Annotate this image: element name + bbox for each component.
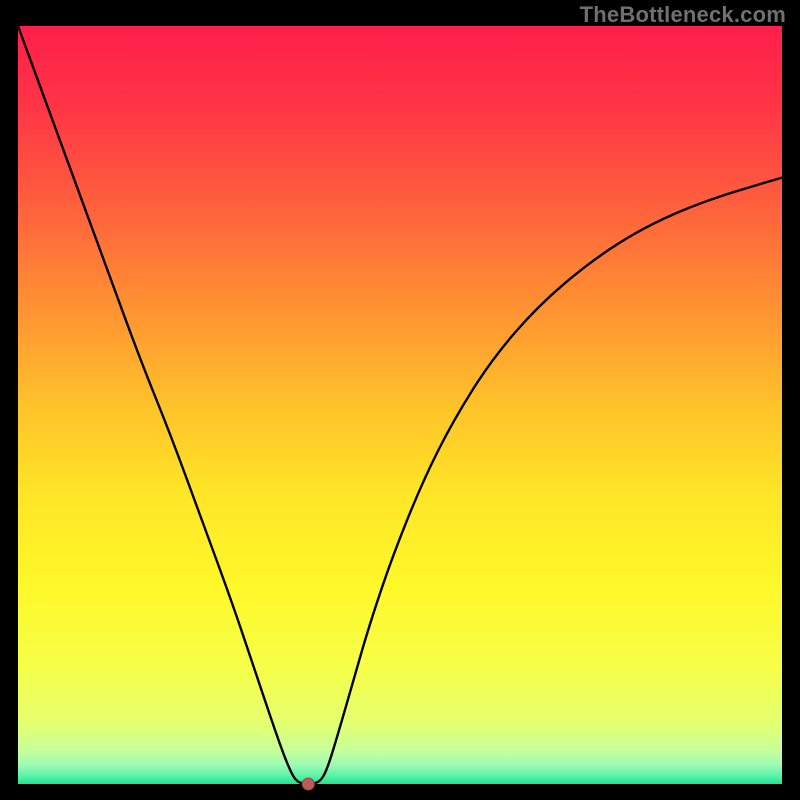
optimal-marker	[302, 778, 314, 790]
watermark-text: TheBottleneck.com	[580, 2, 786, 28]
chart-container: { "watermark": { "text": "TheBottleneck.…	[0, 0, 800, 800]
bottleneck-chart	[0, 0, 800, 800]
